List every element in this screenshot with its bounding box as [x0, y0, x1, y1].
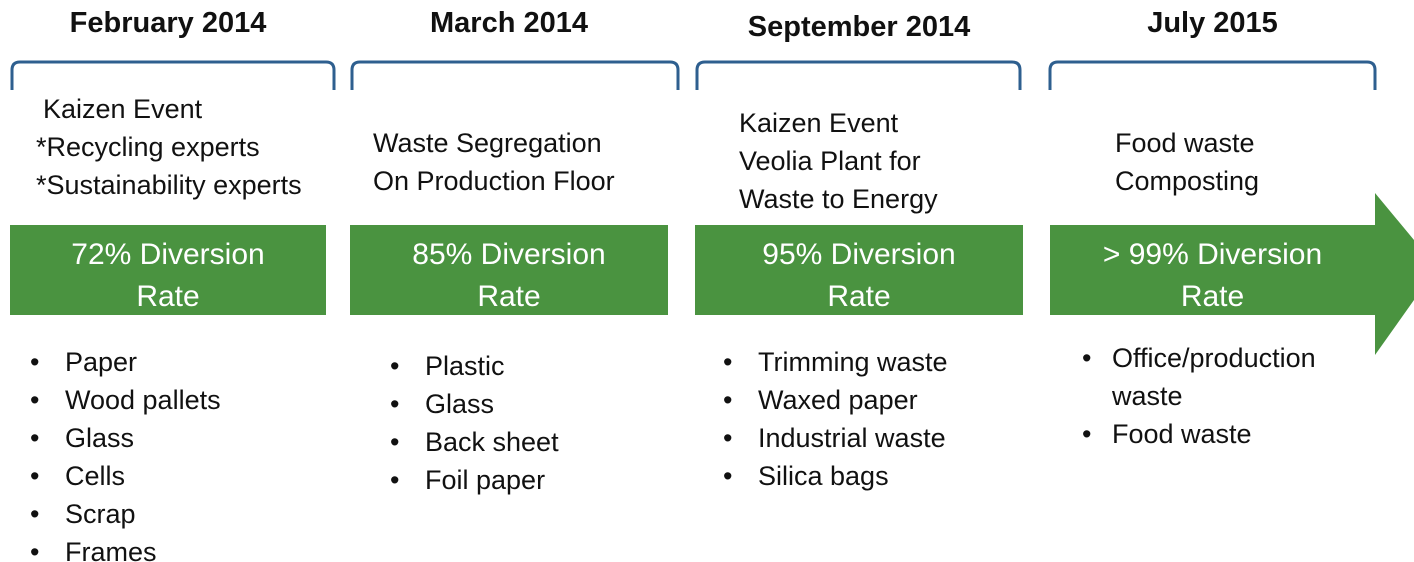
brackets [10, 60, 1377, 90]
bullet: • [723, 385, 733, 415]
diversion-rate: Rate [1180, 280, 1245, 313]
rate-box [695, 225, 1023, 315]
diversion-rate: > 99% Diversion [1102, 238, 1323, 271]
list-item: Glass [425, 389, 495, 419]
bracket [350, 60, 680, 90]
bullet: • [723, 461, 733, 491]
list-item: Waxed paper [758, 385, 918, 415]
list-item: Back sheet [425, 427, 559, 457]
bullet: • [30, 423, 40, 453]
diversion-rate: Rate [827, 280, 891, 313]
stage-date: February 2014 [69, 7, 267, 39]
rate-box [10, 225, 326, 315]
stage-date: September 2014 [747, 11, 971, 43]
list-item: Office/production waste [1112, 343, 1316, 411]
list-item: Food waste [1112, 419, 1252, 449]
bullet: • [390, 465, 400, 495]
list-item: Industrial waste [758, 423, 946, 453]
stage-description: Waste to Energy [739, 184, 938, 214]
list-item: Scrap [65, 499, 136, 529]
bullet: • [30, 461, 40, 491]
stage-description: *Recycling experts [36, 132, 260, 162]
bullet: • [390, 427, 400, 457]
stage-description: Veolia Plant for [739, 146, 921, 176]
stage-date: July 2015 [1147, 7, 1278, 39]
stage-description: Kaizen Event [43, 94, 203, 124]
stage-description: Composting [1115, 166, 1260, 196]
bracket [1048, 60, 1377, 90]
stage-date: March 2014 [430, 7, 588, 39]
rate-arrow [1050, 193, 1414, 355]
diversion-rate: 72% Diversion [71, 238, 265, 271]
bullet: • [30, 347, 40, 377]
green-band [10, 193, 1414, 355]
list-item: Wood pallets [65, 385, 221, 415]
stage-description: Waste Segregation [373, 128, 602, 158]
list-item: Frames [65, 537, 157, 562]
diversion-rate: Rate [477, 280, 541, 313]
rate-box [350, 225, 668, 315]
bullet: • [30, 385, 40, 415]
list-item: Plastic [425, 351, 505, 381]
list-item: Paper [65, 347, 138, 377]
stage-description: On Production Floor [373, 166, 615, 196]
bullet: • [1082, 419, 1092, 449]
stage-description: Kaizen Event [739, 108, 899, 138]
diversion-rate: Rate [136, 280, 200, 313]
bullet: • [723, 423, 733, 453]
bullet: • [30, 537, 40, 562]
stage-description: *Sustainability experts [36, 170, 302, 200]
bullet: • [30, 499, 40, 529]
list-item: Silica bags [758, 461, 889, 491]
list-item: Cells [65, 461, 126, 491]
list-item: Glass [65, 423, 135, 453]
list-item: Foil paper [425, 465, 546, 495]
stage-description: Food waste [1115, 128, 1255, 158]
bullet: • [390, 389, 400, 419]
list-item: Trimming waste [758, 347, 948, 377]
bullet: • [723, 347, 733, 377]
bullet: • [390, 351, 400, 381]
bracket [695, 60, 1022, 90]
diversion-rate: 95% Diversion [762, 238, 956, 271]
bracket [10, 60, 336, 90]
bullet: • [1082, 343, 1092, 373]
diversion-rate: 85% Diversion [412, 238, 606, 271]
